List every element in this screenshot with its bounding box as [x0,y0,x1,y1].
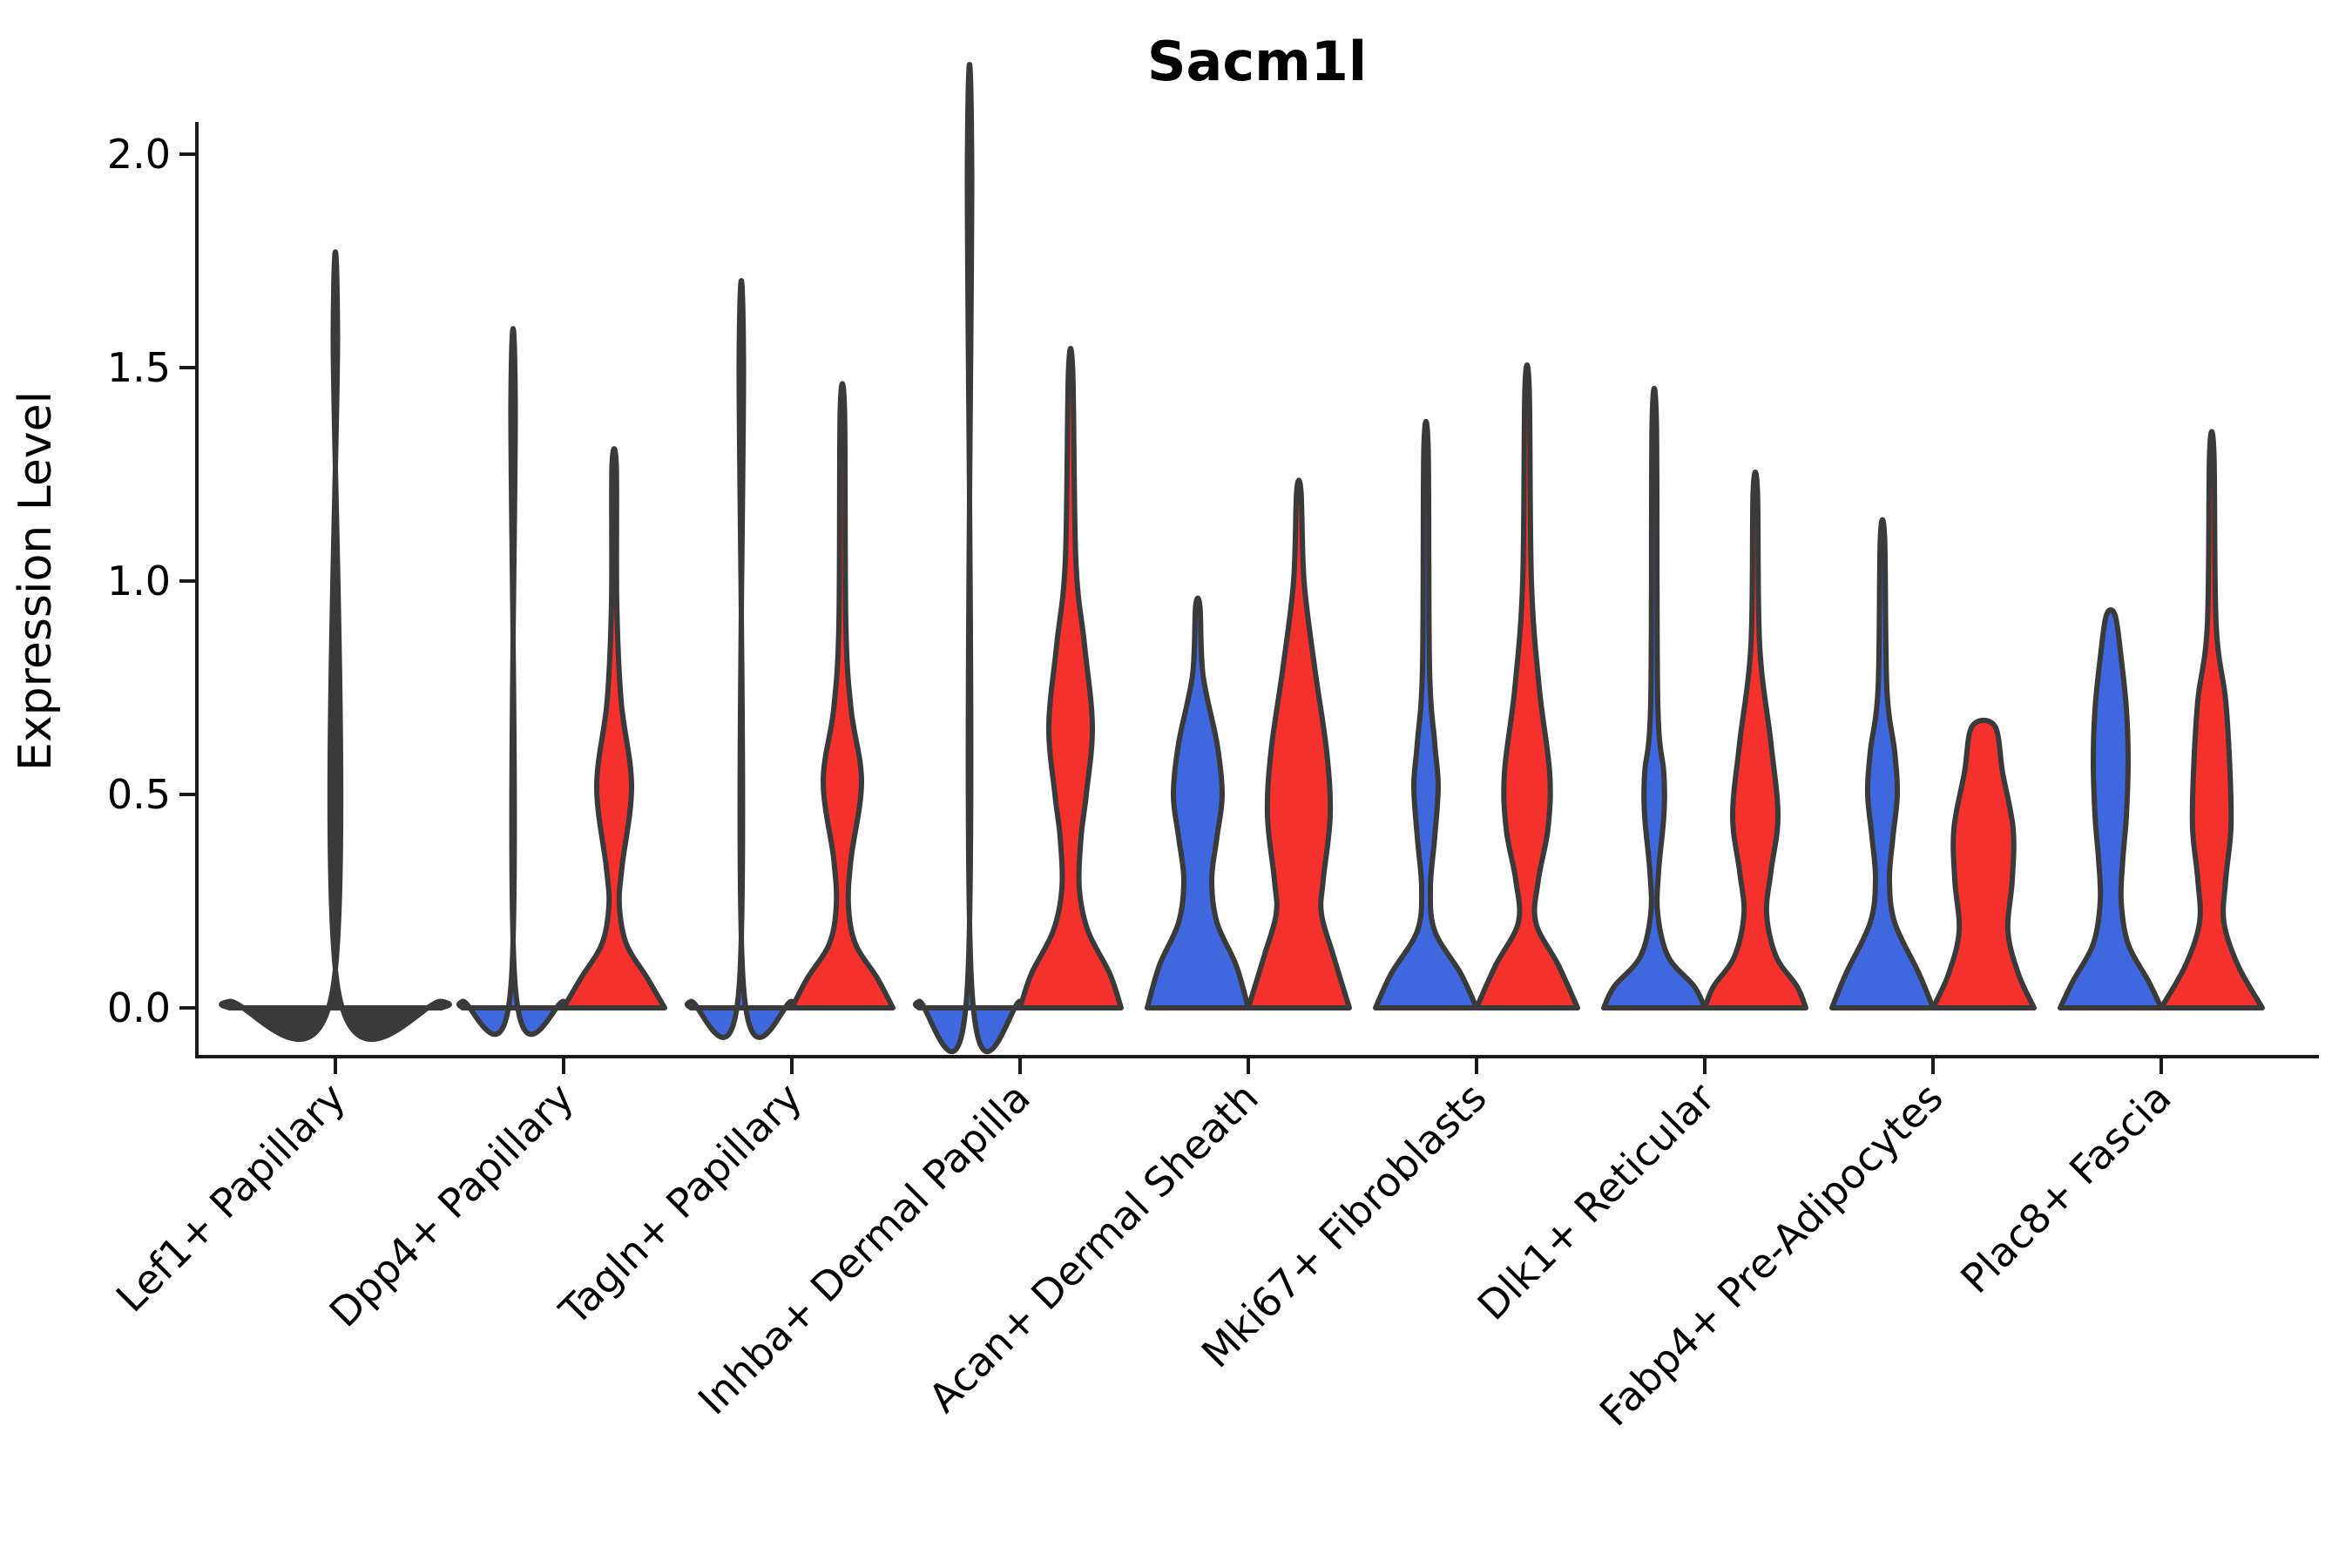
violin-acan-dermal-sheath-red [1246,477,1352,1010]
violin-plac8-fascia-red [2159,429,2265,1010]
y-tick-label: 0.5 [107,771,171,818]
violin-inhba-dermal-papilla-blue [912,62,1027,1054]
violin-lef1-papillary-single [219,249,452,1042]
violin-mki67-fibroblasts-blue [1373,418,1479,1010]
violin-acan-dermal-sheath-blue [1145,595,1251,1010]
violin-dpp4-papillary-red [561,446,667,1010]
y-tick-label: 1.0 [107,558,171,605]
violin-dlk1-reticular-blue [1601,386,1707,1010]
x-label-plac8-fascia: Plac8+ Fascia [1951,1074,2180,1302]
x-label-dpp4-papillary: Dpp4+ Papillary [321,1074,583,1336]
violin-fabp4-pre-adipocytes-red [1930,717,2037,1010]
x-label-tagln-papillary: Tagln+ Papillary [550,1074,811,1335]
chart-title: Sacm1l [1147,30,1367,93]
violin-dpp4-papillary-blue [456,326,571,1037]
violin-tagln-papillary-blue [684,278,799,1040]
violin-plac8-fascia-blue [2058,607,2164,1010]
x-label-dlk1-reticular: Dlk1+ Reticular [1469,1074,1724,1329]
y-tick-label: 0.0 [107,984,171,1031]
violin-tagln-papillary-red [789,381,896,1010]
violin-inhba-dermal-papilla-red [1017,346,1124,1010]
violin-fabp4-pre-adipocytes-blue [1829,517,1936,1010]
y-tick-label: 2.0 [107,131,171,178]
y-axis-label: Expression Level [10,391,62,771]
y-tick-label: 1.5 [107,344,171,391]
violin-shapes [219,62,2265,1054]
violin-mki67-fibroblasts-red [1474,362,1580,1010]
violin-dlk1-reticular-red [1702,470,1808,1010]
x-label-lef1-papillary: Lef1+ Papillary [107,1074,355,1321]
